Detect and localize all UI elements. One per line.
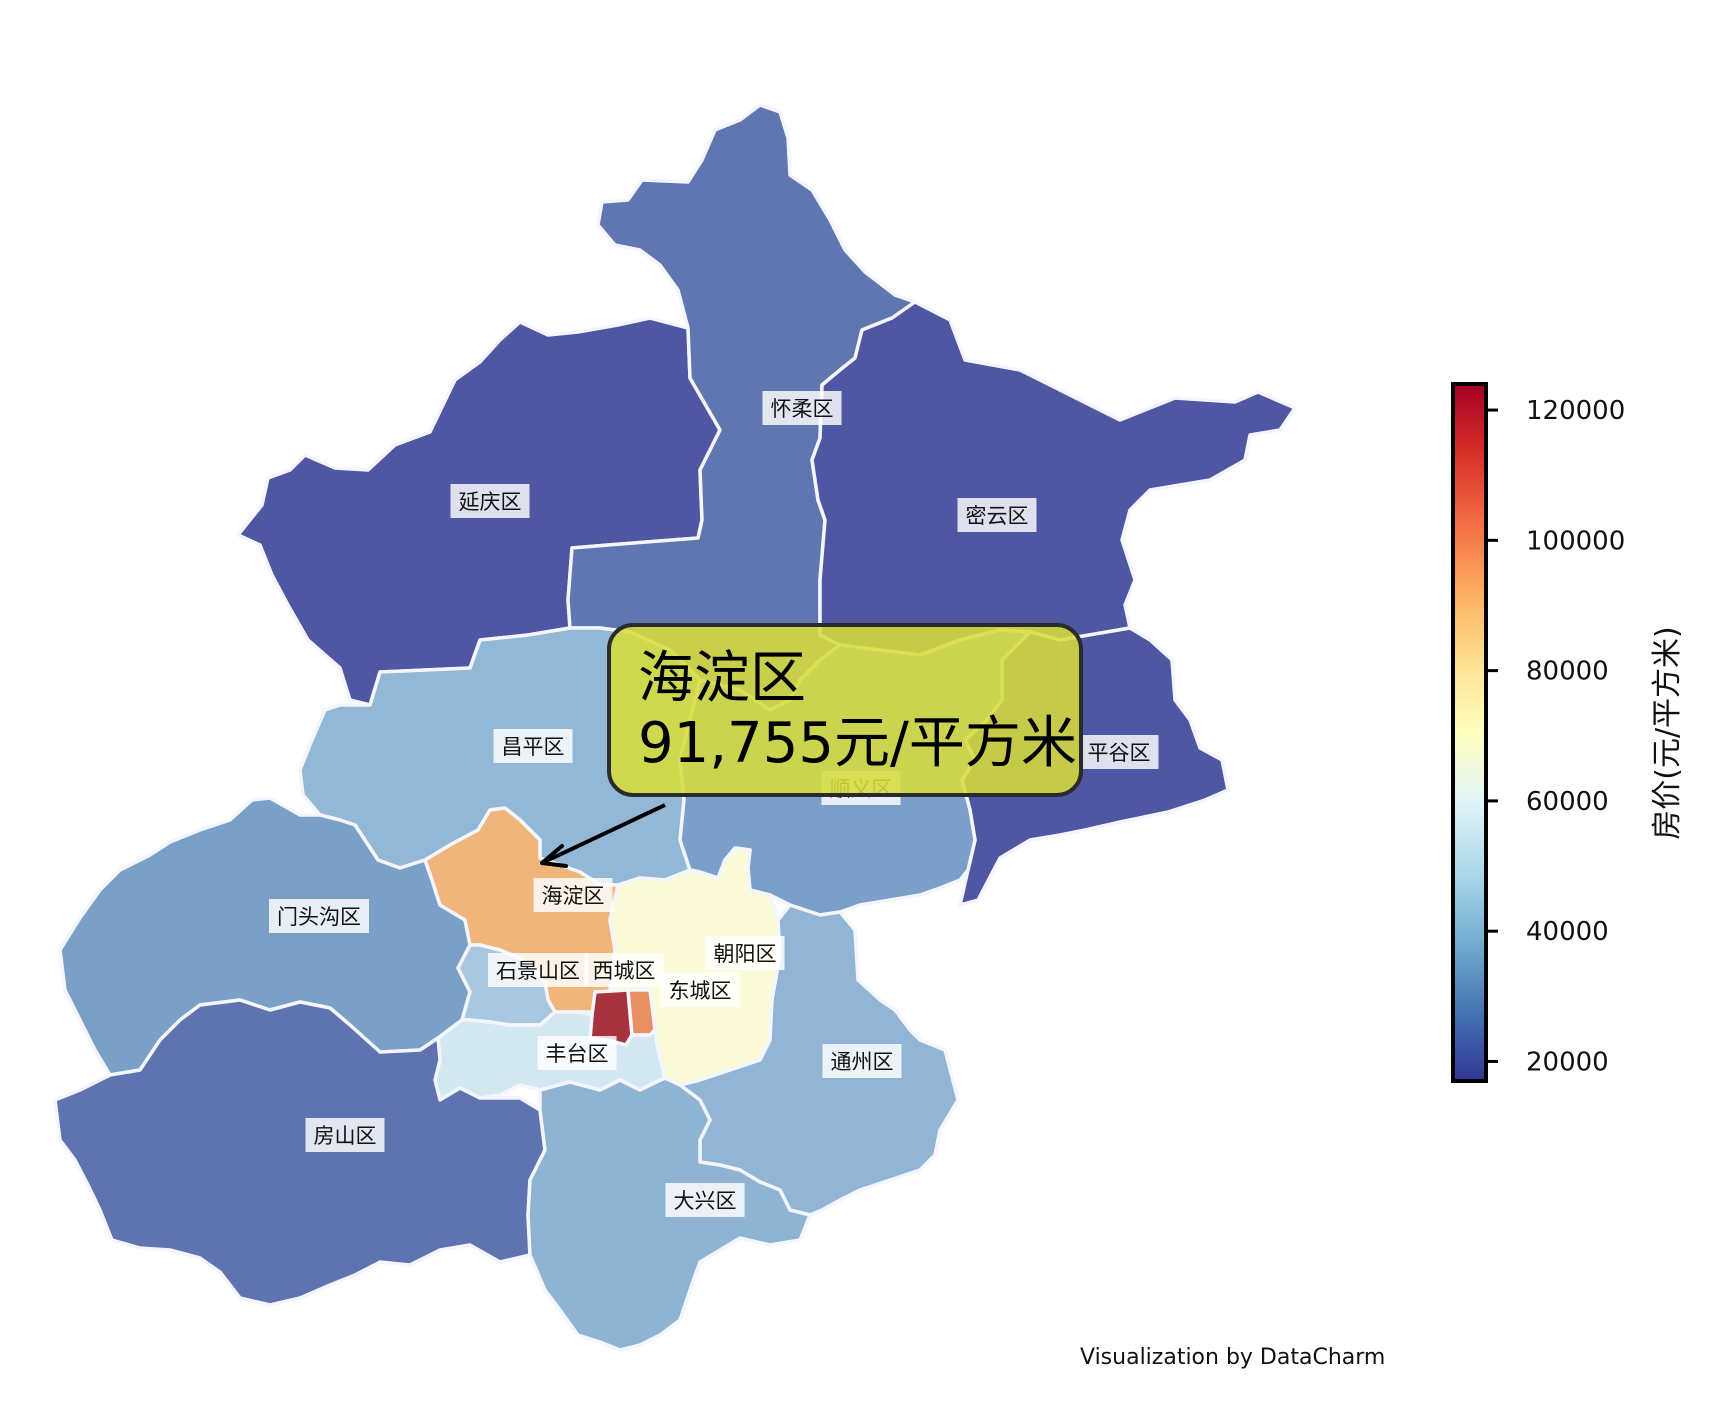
district-label-background [584, 953, 664, 987]
callout-district-name: 海淀区 [638, 646, 806, 711]
district-label-text: 朝阳区 [714, 942, 777, 966]
callout-box: 海淀区 91,755元/平方米 [607, 623, 1083, 797]
district-label-chaoyang: 朝阳区 [705, 936, 785, 970]
district-label-background [665, 1183, 745, 1217]
district-label-background [762, 391, 842, 425]
colorbar-title: 房价(元/平方米) [1650, 626, 1685, 840]
district-label-background [705, 936, 785, 970]
district-label-text: 丰台区 [546, 1042, 609, 1066]
callout-price: 91,755元/平方米 [638, 711, 1077, 776]
district-label-background [537, 1036, 617, 1070]
district-tongzhou[interactable] [678, 903, 960, 1217]
district-label-background [269, 899, 369, 933]
district-label-text: 平谷区 [1088, 741, 1151, 765]
district-label-text: 房山区 [314, 1124, 377, 1148]
district-label-background [1079, 735, 1159, 769]
district-label-mentougou: 门头沟区 [269, 899, 369, 933]
district-shapes [53, 103, 1297, 1352]
district-label-background [660, 973, 740, 1007]
district-label-dongcheng: 东城区 [660, 973, 740, 1007]
district-label-text: 石景山区 [496, 959, 580, 983]
district-labels: 延庆区怀柔区密云区平谷区昌平区顺义区门头沟区海淀区朝阳区石景山区西城区东城区丰台… [269, 391, 1159, 1217]
district-label-text: 昌平区 [502, 735, 565, 759]
colorbar: 120000 100000 80000 60000 40000 20000 房价(元/平方… [1451, 382, 1685, 1083]
district-label-miyun: 密云区 [957, 498, 1037, 532]
district-label-background [822, 1044, 902, 1078]
district-label-pinggu: 平谷区 [1079, 735, 1159, 769]
colorbar-tick-label: 80000 [1526, 657, 1609, 687]
credit-text: Visualization by DataCharm [1080, 1345, 1385, 1370]
colorbar-tick-label: 120000 [1526, 396, 1625, 426]
district-label-haidian: 海淀区 [533, 878, 613, 912]
district-label-tongzhou: 通州区 [822, 1044, 902, 1078]
district-label-fengtai: 丰台区 [537, 1036, 617, 1070]
district-label-background [305, 1118, 385, 1152]
district-label-xicheng: 西城区 [584, 953, 664, 987]
district-dongcheng[interactable] [626, 988, 657, 1037]
district-label-background [533, 878, 613, 912]
callout-background [607, 623, 1083, 797]
colorbar-tick-label: 100000 [1526, 526, 1625, 556]
colorbar-tick-label: 40000 [1526, 917, 1609, 947]
district-label-text: 门头沟区 [277, 905, 361, 929]
district-label-daxing: 大兴区 [665, 1183, 745, 1217]
annotation-arrow [540, 803, 666, 868]
district-label-background [493, 729, 573, 763]
district-label-background [450, 484, 530, 518]
district-label-background [488, 953, 588, 987]
district-miyun[interactable] [810, 300, 1297, 657]
colorbar-ticks: 120000 100000 80000 60000 40000 20000 [1486, 396, 1625, 1077]
district-label-yanqing: 延庆区 [450, 484, 530, 518]
district-label-fangshan: 房山区 [305, 1118, 385, 1152]
colorbar-tick-label: 60000 [1526, 787, 1609, 817]
district-label-huairou: 怀柔区 [762, 391, 842, 425]
district-label-text: 海淀区 [542, 884, 605, 908]
district-label-shijingshan: 石景山区 [488, 953, 588, 987]
district-label-text: 西城区 [593, 959, 656, 983]
district-label-text: 怀柔区 [771, 397, 834, 421]
district-label-background [957, 498, 1037, 532]
colorbar-tick-label: 20000 [1526, 1047, 1609, 1077]
district-label-text: 通州区 [831, 1050, 894, 1074]
district-label-text: 密云区 [966, 504, 1029, 528]
district-label-text: 大兴区 [674, 1189, 737, 1213]
district-label-text: 东城区 [669, 979, 732, 1003]
colorbar-gradient [1451, 382, 1488, 1083]
district-label-text: 延庆区 [459, 490, 522, 514]
district-label-changping: 昌平区 [493, 729, 573, 763]
